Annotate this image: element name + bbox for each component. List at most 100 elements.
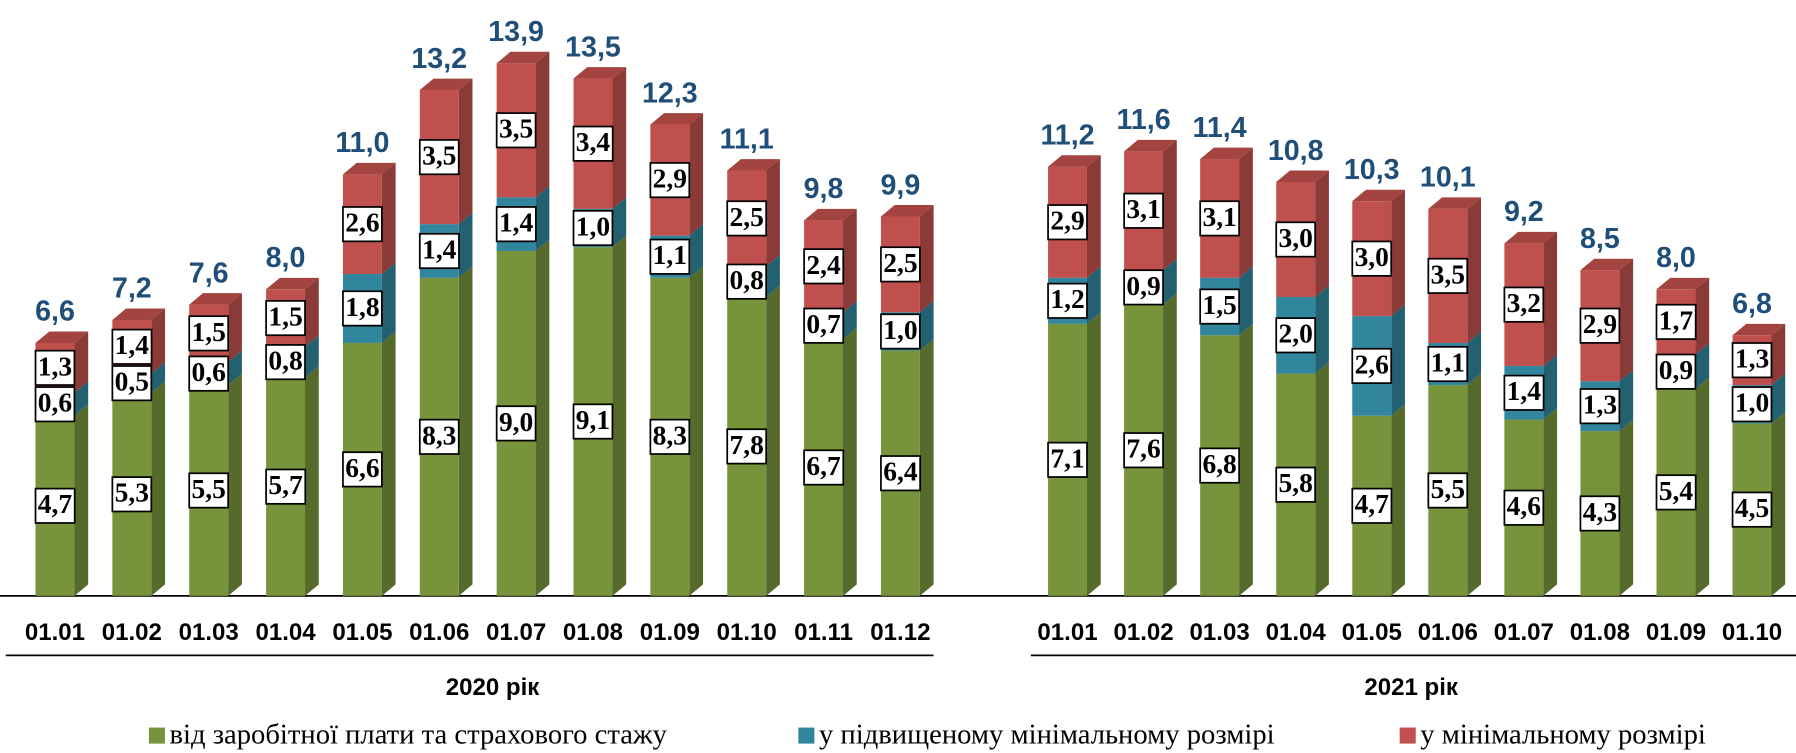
value-label: 2,0 (1275, 317, 1317, 354)
value-label: 2,6 (1351, 347, 1393, 384)
value-label-box (880, 455, 921, 492)
bar-side (612, 197, 627, 248)
value-label-text: 0,8 (268, 346, 302, 376)
bar-top (1048, 155, 1101, 167)
value-label-text: 3,5 (422, 141, 456, 171)
value-label: 5,4 (1655, 474, 1697, 511)
value-label: 3,1 (1199, 200, 1240, 237)
value-label-box (1655, 353, 1697, 390)
value-label: 3,0 (1275, 221, 1317, 258)
value-label-text: 9,0 (499, 407, 533, 437)
value-label-box (1655, 303, 1697, 340)
bar-side (1467, 197, 1482, 343)
total-label: 13,5 (565, 31, 621, 63)
value-label: 1,7 (1655, 303, 1697, 340)
bar-side (1695, 342, 1710, 389)
total-label: 11,4 (1193, 112, 1247, 144)
value-label: 5,5 (188, 472, 230, 509)
value-label-text: 1,2 (1050, 284, 1084, 314)
value-label-box (1199, 288, 1240, 325)
bar-side (1239, 266, 1253, 336)
bar-top (880, 205, 934, 217)
value-label-text: 1,3 (1735, 344, 1769, 374)
value-label: 1,5 (188, 315, 230, 352)
value-label: 5,8 (1275, 466, 1317, 503)
value-label: 2,6 (342, 206, 383, 243)
value-label-text: 2,6 (1355, 349, 1389, 379)
value-label-box (572, 403, 614, 440)
value-label-text: 1,0 (883, 315, 917, 345)
bar-side (843, 300, 857, 340)
value-label: 1,0 (572, 209, 614, 247)
value-label-box (803, 449, 845, 486)
x-tick-label: 01.07 (486, 619, 546, 646)
value-label-box (1731, 386, 1773, 423)
total-label: 8,0 (1656, 242, 1696, 274)
value-label-box (418, 139, 460, 176)
bar-top (727, 159, 780, 171)
bar-side (1086, 155, 1101, 278)
x-tick-label: 01.01 (25, 619, 85, 646)
value-label: 3,0 (1351, 240, 1393, 277)
bar-side (689, 266, 704, 596)
x-tick-label: 01.09 (640, 619, 700, 646)
bar-side (1391, 189, 1405, 317)
total-label: 7,6 (189, 257, 229, 289)
value-label-text: 5,8 (1279, 468, 1313, 498)
value-label-text: 3,0 (1355, 242, 1389, 272)
bar-side (1771, 411, 1786, 596)
value-label-text: 5,3 (115, 478, 149, 508)
bar-top (650, 113, 704, 125)
value-label-text: 1,3 (1583, 390, 1617, 420)
x-tick-label: 01.04 (1266, 619, 1327, 646)
value-label-text: 4,7 (1355, 489, 1390, 519)
x-tick-label: 01.03 (179, 619, 239, 646)
bar-top (1200, 147, 1253, 160)
x-tick-label: 01.12 (870, 619, 930, 646)
value-label-text: 2,9 (1050, 206, 1084, 236)
bar-side (843, 208, 857, 313)
value-label-text: 1,5 (1202, 290, 1236, 320)
value-label-box (495, 112, 537, 149)
bar-side (766, 159, 780, 267)
value-label-text: 3,1 (1202, 202, 1236, 232)
value-label-box (265, 468, 307, 505)
x-tick-label: 01.02 (102, 619, 162, 646)
value-label-box (572, 125, 614, 162)
bar-side (1467, 331, 1482, 386)
value-label: 6,6 (342, 451, 383, 488)
value-label: 3,5 (1427, 257, 1469, 294)
value-label-text: 0,9 (1126, 271, 1160, 301)
value-label: 2,5 (726, 200, 768, 237)
total-label: 13,9 (488, 16, 544, 48)
value-label-box (265, 344, 306, 381)
value-label-text: 0,9 (1659, 355, 1693, 385)
value-label-box (1731, 342, 1773, 379)
bar-side (74, 404, 89, 596)
bar-side (1543, 354, 1558, 420)
value-label-box (1427, 257, 1469, 294)
bar-top (804, 208, 857, 221)
x-tick-label: 01.02 (1113, 619, 1173, 646)
value-label-box (803, 307, 845, 344)
value-label-box (111, 328, 153, 365)
bar-side (458, 266, 473, 596)
total-label: 9,9 (881, 169, 921, 201)
value-label: 1,4 (111, 328, 153, 365)
value-label-box (1351, 487, 1393, 524)
bar-side (535, 51, 550, 198)
value-label: 8,3 (418, 418, 460, 455)
value-label: 3,1 (1123, 192, 1164, 229)
bar-side (535, 185, 550, 251)
x-tick-label: 01.08 (1570, 619, 1630, 646)
bar-top (1276, 170, 1329, 183)
bar-side (1086, 312, 1101, 596)
value-label-box (1351, 240, 1393, 277)
value-label-box (1275, 221, 1317, 258)
bar-side (1239, 147, 1253, 278)
value-label: 8,3 (649, 418, 691, 455)
value-label-text: 3,1 (1126, 194, 1160, 224)
value-label-text: 2,9 (653, 164, 687, 194)
value-label-box (34, 487, 76, 524)
bar-side (1315, 285, 1329, 374)
